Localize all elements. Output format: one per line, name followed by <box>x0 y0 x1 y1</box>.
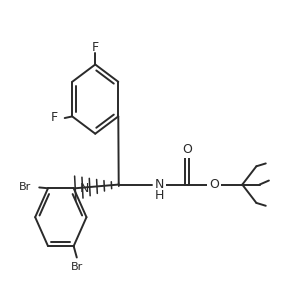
Text: F: F <box>92 41 99 54</box>
Text: N: N <box>79 182 89 195</box>
Text: Br: Br <box>19 182 31 193</box>
Text: N: N <box>155 178 164 191</box>
Text: Br: Br <box>71 262 83 272</box>
Text: H: H <box>155 189 164 202</box>
Text: O: O <box>183 143 193 156</box>
Text: F: F <box>51 111 58 124</box>
Text: O: O <box>209 178 219 191</box>
